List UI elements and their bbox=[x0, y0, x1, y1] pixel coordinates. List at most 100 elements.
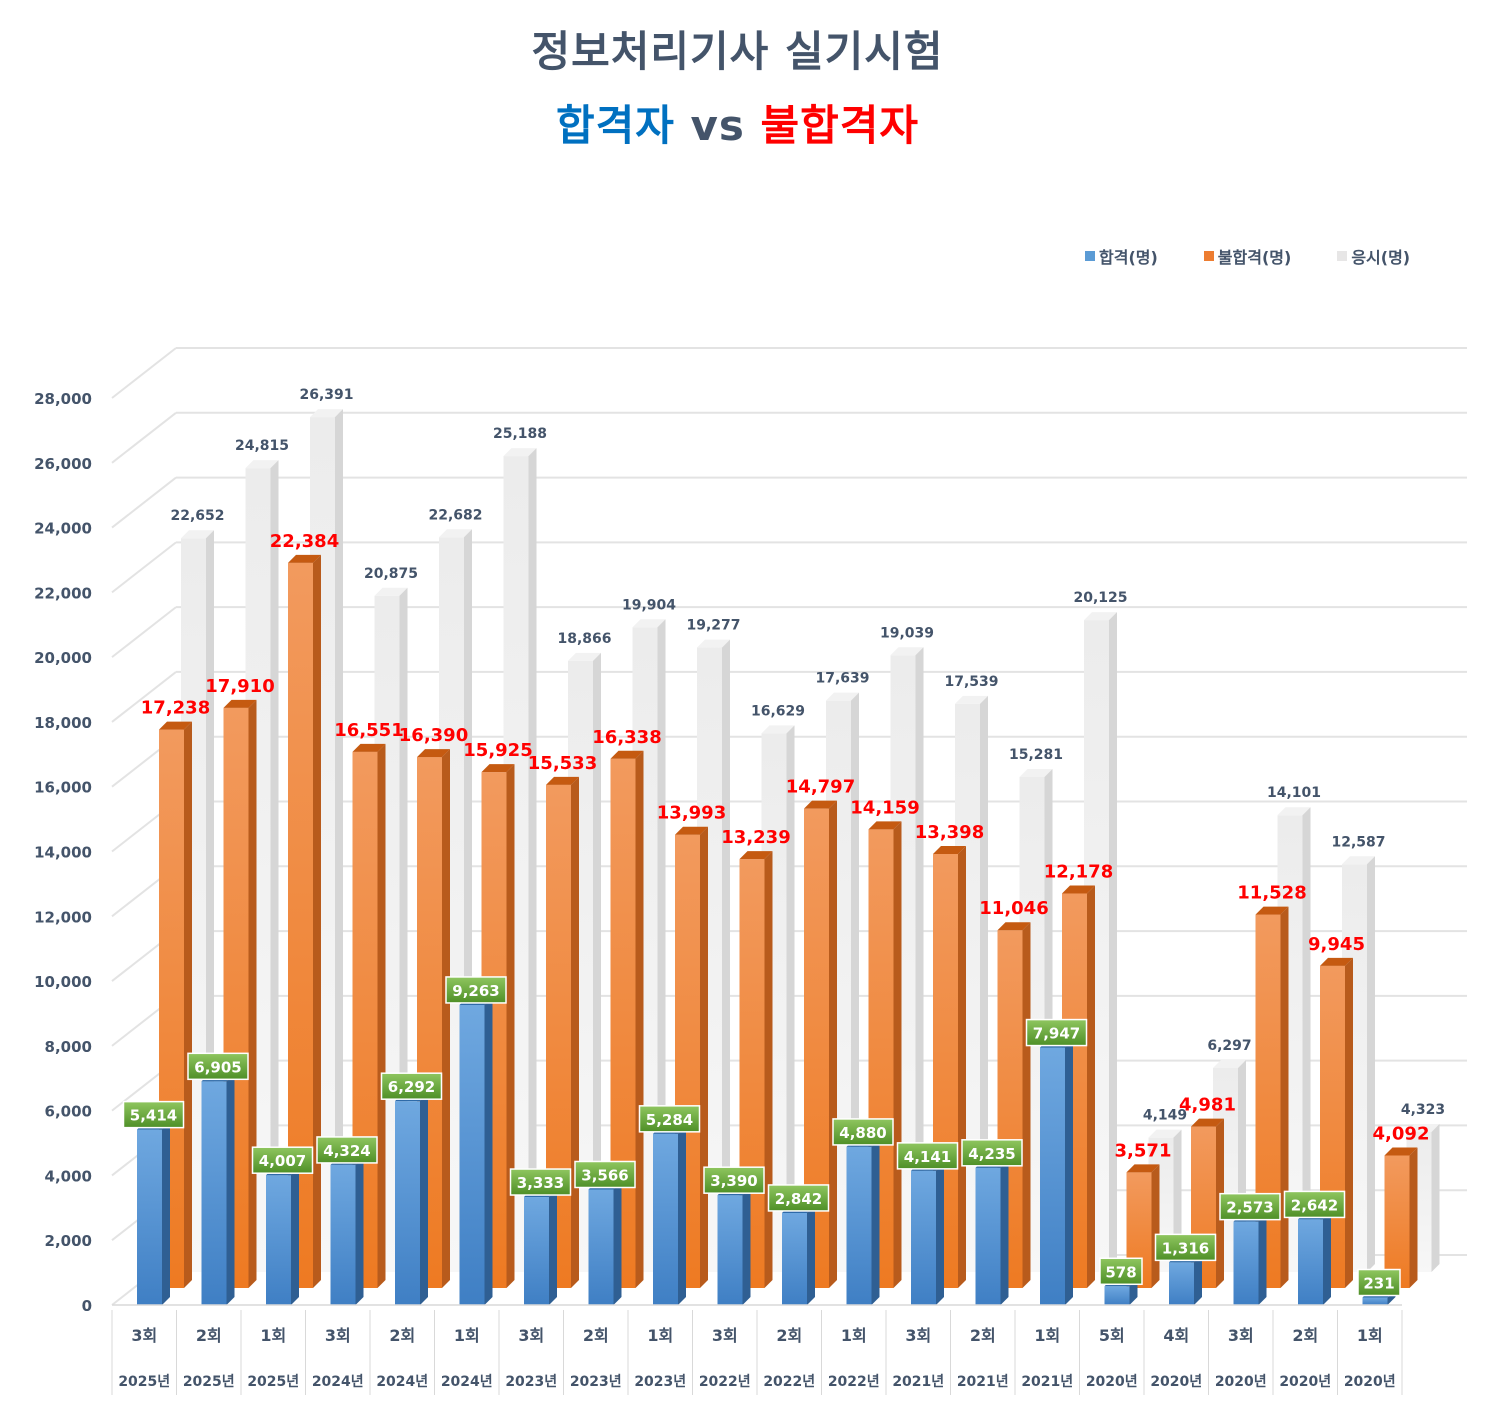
x-tick-round: 2회 bbox=[583, 1326, 609, 1345]
total-label: 24,815 bbox=[235, 438, 289, 454]
pass-label-box bbox=[767, 1184, 830, 1212]
x-tick-round: 1회 bbox=[454, 1326, 480, 1345]
pass-label-box bbox=[1099, 1257, 1143, 1286]
x-tick-year: 2020년 bbox=[1344, 1374, 1396, 1390]
x-tick-round: 1회 bbox=[1034, 1326, 1060, 1345]
fail-bar-side bbox=[700, 826, 708, 1288]
pass-bar-side bbox=[549, 1189, 557, 1305]
fail-label: 11,046 bbox=[979, 898, 1048, 919]
legend-label-fail: 불합격(명) bbox=[1217, 248, 1292, 267]
pass-bar bbox=[588, 1181, 622, 1305]
fail-label: 13,993 bbox=[657, 803, 726, 824]
total-label: 19,277 bbox=[686, 618, 740, 634]
fail-bar-top bbox=[1320, 957, 1353, 966]
total-bar-top bbox=[955, 695, 988, 704]
pass-bar-front bbox=[1298, 1219, 1323, 1305]
fail-bar-top bbox=[352, 743, 386, 752]
fail-bar-top bbox=[1126, 1164, 1160, 1173]
pass-bar-side bbox=[1323, 1211, 1331, 1305]
fail-label: 16,390 bbox=[399, 725, 468, 746]
pass-label-box bbox=[961, 1139, 1023, 1167]
pass-bar-front bbox=[395, 1101, 420, 1305]
fail-bar-side bbox=[313, 554, 321, 1288]
total-bar-side bbox=[1302, 807, 1311, 1272]
x-tick-round: 2회 bbox=[389, 1326, 415, 1345]
pass-bar-front bbox=[653, 1133, 678, 1305]
fail-bar-side bbox=[248, 699, 257, 1288]
total-label: 19,904 bbox=[622, 597, 676, 613]
pass-bar bbox=[975, 1159, 1009, 1305]
total-bar-top bbox=[761, 725, 795, 734]
pass-label: 4,141 bbox=[904, 1148, 951, 1166]
x-tick-year: 2024년 bbox=[376, 1374, 428, 1390]
fail-bar-side bbox=[829, 800, 837, 1288]
fail-bar-top bbox=[288, 554, 321, 563]
x-tick-year: 2023년 bbox=[570, 1374, 622, 1390]
fail-label: 14,159 bbox=[850, 797, 919, 818]
fail-bar-side bbox=[1280, 906, 1289, 1288]
pass-bar-front bbox=[201, 1081, 227, 1305]
pass-bar bbox=[266, 1167, 299, 1305]
pass-label: 5,284 bbox=[646, 1111, 693, 1129]
fail-bar-side bbox=[1151, 1164, 1160, 1288]
pass-label-box bbox=[380, 1072, 443, 1100]
fail-bar-top bbox=[675, 826, 708, 835]
fail-label: 17,910 bbox=[205, 676, 274, 697]
gridline-diag bbox=[111, 606, 177, 658]
pass-bar-side bbox=[807, 1204, 815, 1305]
total-bar-top bbox=[1406, 1123, 1440, 1132]
pass-bar-side bbox=[742, 1187, 751, 1305]
pass-label-box bbox=[574, 1160, 636, 1189]
pass-bar-side bbox=[1000, 1159, 1009, 1305]
fail-bar-side bbox=[1345, 957, 1353, 1288]
gridline-diag bbox=[111, 541, 177, 594]
pass-label: 5,414 bbox=[130, 1107, 177, 1125]
x-tick-year: 2025년 bbox=[247, 1374, 299, 1390]
x-tick-round: 2회 bbox=[196, 1326, 222, 1345]
total-bar-top bbox=[310, 409, 343, 418]
fail-bar-top bbox=[481, 764, 515, 773]
total-bar-top bbox=[632, 619, 666, 628]
pass-label: 3,333 bbox=[517, 1174, 564, 1192]
fail-bar-side bbox=[184, 721, 192, 1288]
pass-bar-front bbox=[137, 1129, 162, 1305]
total-bar-top bbox=[503, 448, 537, 457]
x-tick-round: 2회 bbox=[1292, 1326, 1318, 1345]
pass-label-box bbox=[1283, 1190, 1346, 1219]
fail-bar-top bbox=[1062, 885, 1095, 894]
x-tick-round: 3회 bbox=[131, 1326, 157, 1345]
total-bar-top bbox=[1148, 1129, 1182, 1138]
gridline-diag bbox=[111, 476, 177, 529]
pass-label-box bbox=[832, 1118, 894, 1146]
pass-bar-front bbox=[459, 1004, 485, 1305]
total-bar-top bbox=[1277, 807, 1311, 816]
total-bar-top bbox=[374, 587, 408, 596]
x-tick-round: 3회 bbox=[712, 1326, 738, 1345]
pass-label-box bbox=[445, 976, 507, 1004]
total-label: 20,875 bbox=[364, 566, 418, 582]
pass-bar-side bbox=[871, 1138, 880, 1305]
y-tick-label: 26,000 bbox=[34, 455, 92, 473]
total-bar-side bbox=[786, 725, 795, 1272]
fail-bar-side bbox=[377, 743, 386, 1288]
total-label: 6,297 bbox=[1207, 1038, 1251, 1054]
fail-bar-side bbox=[764, 851, 773, 1288]
legend-swatch-pass bbox=[1085, 251, 1095, 261]
total-bar-top bbox=[1342, 856, 1375, 865]
y-tick-label: 6,000 bbox=[45, 1103, 92, 1121]
pass-label-box bbox=[703, 1166, 765, 1194]
y-tick-label: 0 bbox=[82, 1297, 92, 1315]
fail-bar-top bbox=[159, 721, 192, 730]
pass-bar-front bbox=[524, 1197, 549, 1305]
total-bar-side bbox=[528, 448, 537, 1272]
pass-bar-front bbox=[846, 1146, 872, 1305]
chart-title: 정보처리기사 실기시험 bbox=[531, 27, 944, 76]
pass-bar-side bbox=[613, 1181, 622, 1305]
pass-bar bbox=[330, 1156, 364, 1305]
y-tick-label: 8,000 bbox=[45, 1038, 92, 1056]
x-tick-year: 2024년 bbox=[312, 1374, 364, 1390]
pass-label: 4,324 bbox=[323, 1142, 370, 1160]
pass-bar-side bbox=[420, 1093, 428, 1305]
pass-bar-front bbox=[1104, 1286, 1130, 1305]
fail-label: 15,533 bbox=[528, 753, 597, 774]
